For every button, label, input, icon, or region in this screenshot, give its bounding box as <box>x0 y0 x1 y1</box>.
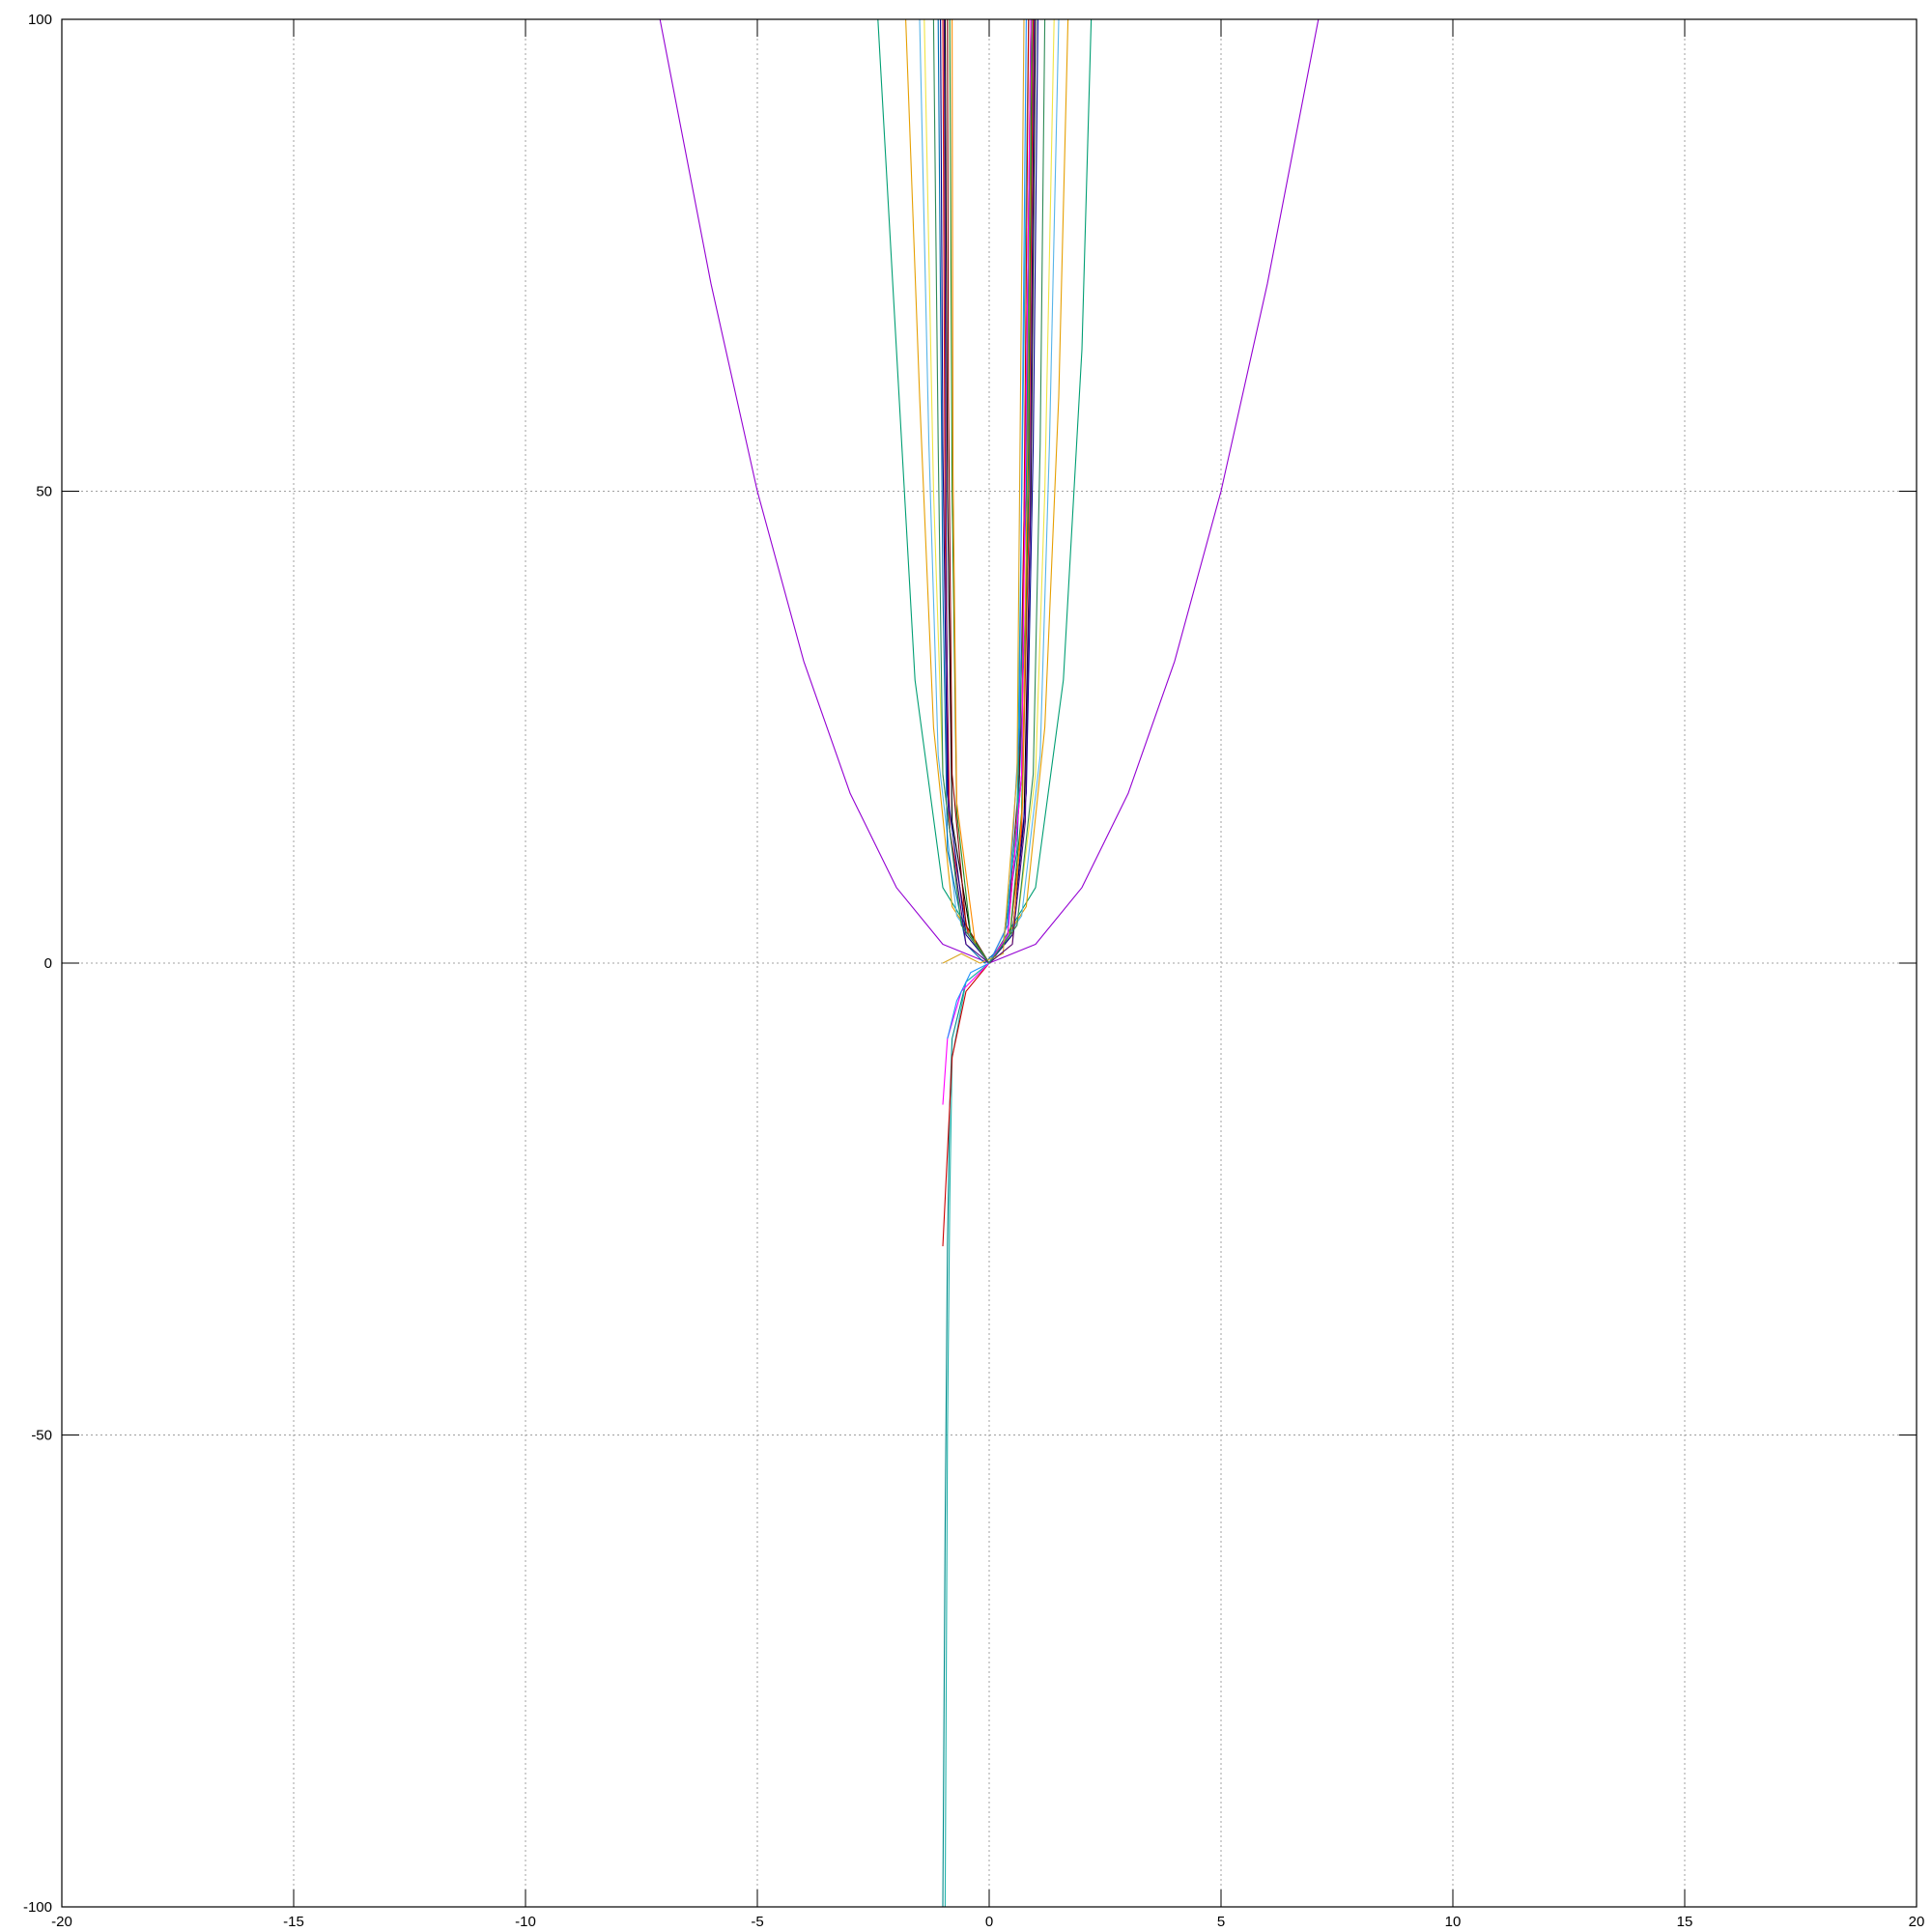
x-tick-label: 5 <box>1217 1914 1225 1930</box>
x-tick-label: 20 <box>1909 1914 1925 1930</box>
x-tick-label: 10 <box>1445 1914 1462 1930</box>
axis-ticks <box>61 18 1918 1908</box>
y-tick-label: 0 <box>44 955 52 972</box>
y-tick-label: -100 <box>23 1899 52 1916</box>
y-tick-label: -50 <box>31 1428 52 1444</box>
y-tick-label: 100 <box>28 12 52 28</box>
x-tick-label: -10 <box>515 1914 536 1930</box>
x-tick-label: -5 <box>751 1914 763 1930</box>
series-line-14 <box>944 19 1030 1907</box>
x-tick-label: 15 <box>1677 1914 1693 1930</box>
series-line-16 <box>942 19 1032 1105</box>
series-line-18 <box>942 19 1025 964</box>
series-line-20 <box>932 19 1046 964</box>
x-tick-label: -15 <box>283 1914 304 1930</box>
series-line-15 <box>942 19 1030 1247</box>
series-layer <box>659 19 1320 1907</box>
x-tick-label: -20 <box>51 1914 72 1930</box>
y-tick-label: 50 <box>36 484 52 500</box>
x-tick-label: 0 <box>985 1914 993 1930</box>
